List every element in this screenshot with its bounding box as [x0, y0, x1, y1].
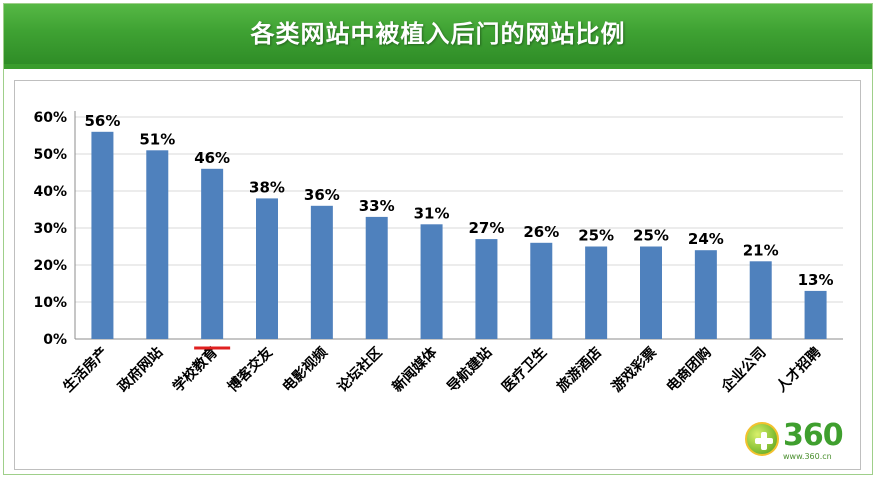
x-tick-label: 企业公司: [717, 344, 769, 396]
bar: [475, 239, 498, 339]
x-tick-label: 旅游酒店: [553, 344, 605, 396]
y-tick-label: 60%: [33, 110, 67, 126]
bar: [585, 246, 608, 339]
bar: [420, 224, 443, 339]
plot-area: 0% 10% 20% 30% 40% 50% 60% 56% 生活房产 51% 政府网站 46% 学校教…: [14, 80, 861, 470]
data-label: 21%: [743, 241, 779, 259]
y-tick-label: 40%: [33, 184, 67, 200]
chart-title: 各类网站中被植入后门的网站比例: [250, 20, 626, 48]
y-tick-label: 10%: [33, 295, 67, 311]
bar: [201, 168, 224, 339]
bar: [365, 216, 388, 339]
x-tick-label: 生活房产: [60, 344, 112, 396]
x-tick-label: 论坛社区: [334, 344, 386, 396]
y-tick-label: 20%: [33, 258, 67, 274]
bar: [146, 150, 169, 339]
y-tick-label: 30%: [33, 221, 67, 237]
logo-url: www.360.cn: [783, 452, 832, 461]
x-tick-label: 游戏彩票: [608, 344, 660, 396]
bar: [310, 205, 333, 339]
data-label: 13%: [798, 271, 834, 289]
bar: [804, 290, 827, 339]
x-tick-label: 医疗卫生: [498, 344, 550, 396]
y-tick-label: 0%: [43, 332, 67, 348]
x-tick-label: 政府网站: [114, 344, 166, 396]
bar: [256, 198, 278, 339]
bar: [91, 131, 114, 339]
data-label: 25%: [578, 227, 614, 245]
x-tick-label: 电影视频: [279, 344, 331, 396]
data-label: 51%: [139, 130, 175, 148]
x-tick-label: 新闻媒体: [389, 343, 441, 395]
bar: [694, 250, 717, 339]
data-label: 38%: [249, 178, 285, 196]
data-label: 46%: [194, 149, 230, 167]
bar-chart: 0% 10% 20% 30% 40% 50% 60% 56% 生活房产 51% 政府网站 46% 学校教…: [33, 110, 843, 396]
logo-mark: 360: [783, 418, 844, 453]
x-tick-label: 博客交友: [224, 344, 276, 396]
plus-circle-icon: [745, 422, 779, 456]
banner-divider: [4, 64, 872, 69]
x-tick-label: 电商团购: [663, 344, 715, 396]
bar: [530, 242, 553, 339]
data-label: 25%: [633, 227, 669, 245]
data-label: 56%: [84, 112, 120, 130]
bar: [640, 246, 662, 339]
x-tick-label: 导航建站: [444, 344, 496, 396]
data-label: 33%: [359, 197, 395, 215]
logo-360: 360 www.360.cn: [745, 418, 855, 466]
data-label: 24%: [688, 230, 724, 248]
bar: [749, 261, 772, 339]
x-tick-label: 人才招聘: [773, 344, 825, 396]
data-label: 26%: [523, 223, 559, 241]
data-label: 27%: [468, 219, 504, 237]
x-tick-label: 学校教育: [169, 344, 221, 396]
y-tick-label: 50%: [33, 147, 67, 163]
data-label: 36%: [304, 186, 340, 204]
title-banner: 各类网站中被植入后门的网站比例: [4, 4, 872, 64]
data-label: 31%: [414, 204, 450, 222]
